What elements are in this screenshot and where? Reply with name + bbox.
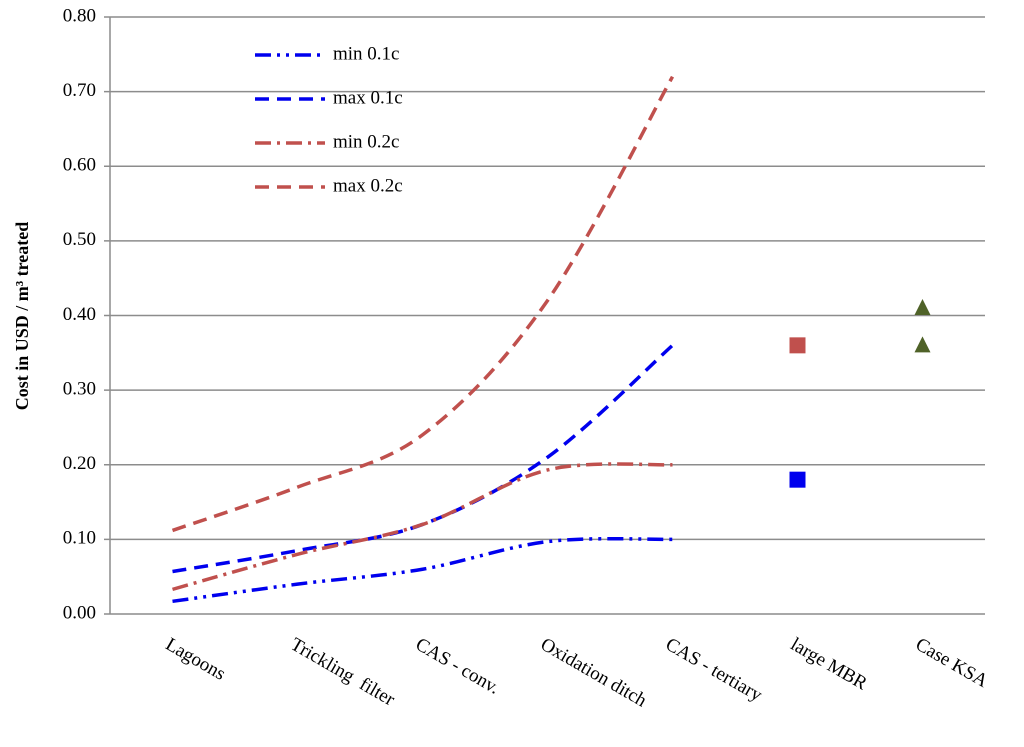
series-line [172, 537, 673, 604]
legend-label: max 0.2c [333, 175, 403, 196]
y-tick-label: 0.30 [63, 378, 96, 399]
legend-label: min 0.1c [333, 43, 400, 64]
series-line [172, 462, 673, 592]
y-tick-label: 0.40 [63, 304, 96, 325]
legend-label: max 0.1c [333, 87, 403, 108]
y-tick-label: 0.60 [63, 155, 96, 176]
y-axis-label: Cost in USD / m³ treated [12, 222, 32, 411]
x-tick-label: Case KSA [912, 634, 992, 692]
x-tick-label: Trickling filter [287, 634, 399, 711]
y-tick-label: 0.10 [63, 528, 96, 549]
y-tick-label: 0.80 [63, 5, 96, 26]
x-tick-label: Lagoons [162, 634, 229, 685]
legend-label: min 0.2c [333, 131, 400, 152]
marker [789, 337, 806, 354]
x-tick-label: large MBR [787, 634, 871, 695]
y-tick-label: 0.00 [63, 602, 96, 623]
marker [914, 336, 931, 353]
y-tick-label: 0.50 [63, 229, 96, 250]
x-tick-label: CAS - conv. [412, 634, 503, 699]
y-tick-label: 0.70 [63, 80, 96, 101]
marker [789, 471, 806, 488]
y-tick-label: 0.20 [63, 453, 96, 474]
x-tick-label: Oxidation ditch [537, 634, 651, 712]
series-line [172, 344, 674, 574]
x-tick-label: CAS - tertiary [662, 634, 766, 706]
series-line [171, 75, 675, 533]
marker [914, 299, 931, 316]
